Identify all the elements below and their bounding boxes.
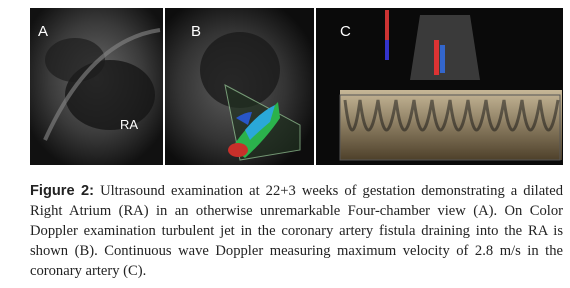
panel-label: C (340, 23, 351, 40)
panel-label: B (191, 23, 201, 40)
figure-image: A RA B C (30, 8, 563, 165)
panel-label: A (38, 23, 48, 40)
caption-text: Ultrasound examination at 22+3 weeks of … (30, 183, 564, 279)
panel-b: B (165, 8, 314, 165)
figure-caption: Figure 2: Ultrasound examination at 22+3… (30, 181, 563, 281)
panel-c: C (316, 8, 563, 165)
panel-a: A RA (30, 8, 163, 165)
caption-label: Figure 2: (30, 183, 95, 199)
panel-annotation: RA (120, 117, 138, 132)
